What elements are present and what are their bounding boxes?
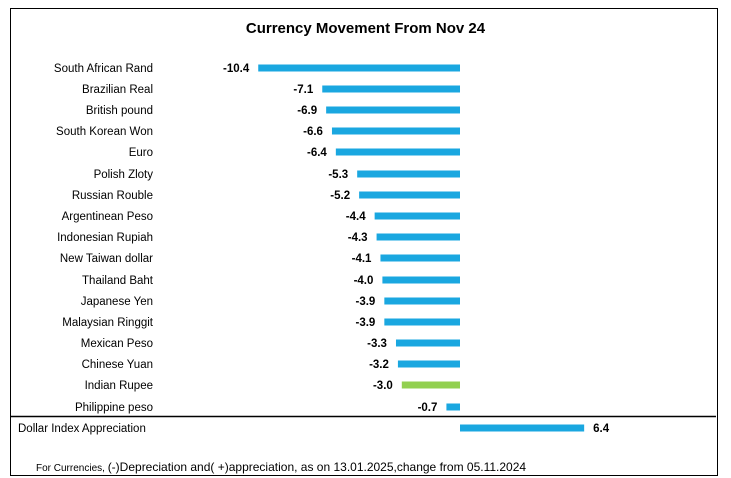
- bar: [395, 339, 460, 347]
- category-label: Chinese Yuan: [82, 359, 153, 371]
- bar: [359, 191, 460, 199]
- category-label: South African Rand: [54, 63, 153, 75]
- data-label: -3.9: [356, 317, 376, 329]
- bar: [326, 106, 460, 114]
- category-label: Indian Rupee: [85, 380, 153, 392]
- data-label: -6.9: [297, 105, 317, 117]
- category-label: Indonesian Rupiah: [57, 232, 153, 244]
- bar: [384, 318, 460, 326]
- data-label: -0.7: [418, 402, 438, 414]
- bar: [446, 403, 460, 411]
- bar: [331, 127, 460, 135]
- category-label: Brazilian Real: [82, 84, 153, 96]
- data-label: 6.4: [593, 423, 610, 435]
- category-label: South Korean Won: [56, 126, 153, 138]
- bar: [258, 64, 460, 72]
- category-label: Philippine peso: [75, 402, 153, 414]
- bar: [382, 276, 460, 284]
- category-label: Dollar Index Appreciation: [18, 423, 146, 435]
- category-label: New Taiwan dollar: [60, 253, 153, 265]
- bar: [335, 148, 460, 156]
- footnote: For Currencies, (-)Depreciation and( +)a…: [36, 458, 526, 476]
- footnote-prefix: For Currencies,: [36, 463, 108, 474]
- bar: [374, 212, 460, 220]
- data-label: -3.3: [367, 338, 387, 350]
- bar: [380, 254, 460, 262]
- bar: [384, 297, 460, 305]
- data-label: -3.2: [369, 359, 389, 371]
- category-label: Polish Zloty: [94, 169, 154, 181]
- bar: [322, 85, 460, 93]
- footnote-text: (-)Depreciation and( +)appreciation, as …: [107, 460, 527, 474]
- data-label: -3.9: [356, 296, 376, 308]
- bar: [357, 170, 460, 178]
- category-label: Malaysian Ringgit: [62, 317, 154, 329]
- category-label: Thailand Baht: [82, 275, 154, 287]
- category-label: Russian Rouble: [72, 190, 153, 202]
- data-label: -7.1: [293, 84, 313, 96]
- bar: [376, 233, 460, 241]
- data-label: -5.3: [328, 169, 348, 181]
- category-label: Euro: [129, 147, 153, 159]
- bar: [460, 424, 585, 432]
- data-label: -10.4: [223, 63, 250, 75]
- data-label: -4.1: [352, 253, 372, 265]
- bar: [401, 381, 460, 389]
- bar: [397, 360, 460, 368]
- data-label: -6.4: [307, 147, 327, 159]
- data-label: -4.3: [348, 232, 368, 244]
- chart-title: Currency Movement From Nov 24: [245, 20, 486, 37]
- data-label: -4.4: [346, 211, 366, 223]
- data-label: -4.0: [354, 275, 374, 287]
- category-label: British pound: [86, 105, 153, 117]
- data-label: -5.2: [330, 190, 350, 202]
- data-label: -6.6: [303, 126, 323, 138]
- data-label: -3.0: [373, 380, 393, 392]
- category-label: Argentinean Peso: [62, 211, 153, 223]
- category-label: Japanese Yen: [81, 296, 153, 308]
- category-label: Mexican Peso: [81, 338, 153, 350]
